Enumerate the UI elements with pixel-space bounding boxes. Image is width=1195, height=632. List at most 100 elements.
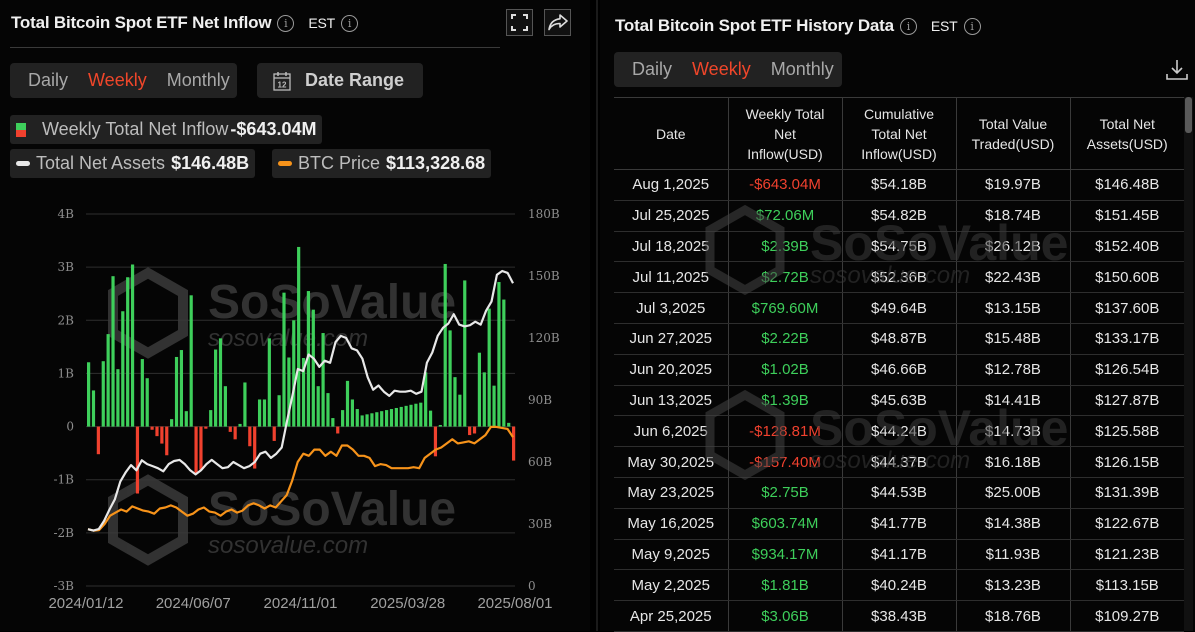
col-total-value-traded[interactable]: Total Value Traded(USD) [955, 97, 1071, 170]
info-icon[interactable]: i [899, 17, 917, 35]
panel-divider [596, 0, 598, 631]
cell-cumulative-inflow: $44.53B [841, 477, 957, 509]
col-cumulative-net-inflow[interactable]: Cumulative Total Net Inflow(USD) [841, 97, 957, 170]
cell-value-traded: $12.78B [955, 354, 1071, 386]
cell-date: Jun 20,2025 [614, 354, 729, 386]
history-title: Total Bitcoin Spot ETF History Data [615, 16, 894, 35]
cell-value-traded: $15.48B [955, 323, 1071, 355]
cell-net-assets: $113.15B [1069, 569, 1184, 602]
tab-monthly[interactable]: Monthly [166, 70, 230, 90]
cell-cumulative-inflow: $41.77B [841, 508, 957, 540]
col-date[interactable]: Date [614, 97, 729, 170]
cell-cumulative-inflow: $54.75B [841, 231, 957, 263]
cell-net-assets: $126.54B [1069, 354, 1184, 386]
cell-value-traded: $11.93B [955, 539, 1071, 571]
cell-net-assets: $133.17B [1069, 323, 1184, 355]
cell-weekly-inflow: $72.06M [727, 200, 843, 232]
table-row[interactable]: Jun 6,2025 -$128.81M $44.24B $14.73B $125.58… [614, 415, 1184, 448]
table-row[interactable]: Aug 1,2025 -$643.04M $54.18B $19.97B $146.48… [614, 169, 1184, 201]
svg-text:2024/11/01: 2024/11/01 [264, 595, 338, 612]
tab-monthly[interactable]: Monthly [770, 59, 834, 79]
svg-text:12: 12 [278, 80, 287, 89]
col-weekly-net-inflow[interactable]: Weekly Total Net Inflow(USD) [727, 97, 843, 170]
table-row[interactable]: May 9,2025 $934.17M $41.17B $11.93B $121.23B [614, 539, 1184, 571]
fullscreen-button[interactable] [506, 9, 533, 36]
cell-date: Jun 27,2025 [614, 323, 729, 355]
timezone-label: EST [308, 15, 335, 31]
timezone-info-icon[interactable]: i [963, 17, 981, 35]
cell-net-assets: $127.87B [1069, 385, 1184, 417]
inflow-swatch-icon [16, 122, 26, 137]
date-range-button[interactable]: 12 Date Range [257, 63, 423, 98]
cell-net-assets: $109.27B [1069, 600, 1184, 632]
table-row[interactable]: Jun 20,2025 $1.02B $46.66B $12.78B $126.54B [614, 354, 1184, 386]
svg-text:180B: 180B [528, 207, 560, 221]
download-button[interactable] [1165, 58, 1189, 82]
cell-date: Jul 25,2025 [614, 200, 729, 232]
table-row[interactable]: Jul 18,2025 $2.39B $54.75B $26.12B $152.40B [614, 231, 1184, 263]
tab-daily[interactable]: Daily [28, 70, 69, 90]
tab-daily[interactable]: Daily [632, 59, 673, 79]
svg-text:30B: 30B [528, 517, 552, 531]
cell-weekly-inflow: $2.39B [727, 231, 843, 263]
cell-date: Jul 3,2025 [614, 292, 729, 324]
tab-weekly[interactable]: Weekly [88, 70, 147, 90]
table-row[interactable]: May 23,2025 $2.75B $44.53B $25.00B $131.39B [614, 477, 1184, 509]
cell-weekly-inflow: $1.81B [727, 569, 843, 602]
table-scrollbar[interactable] [1184, 97, 1193, 631]
info-icon[interactable]: i [277, 14, 295, 32]
cell-value-traded: $25.00B [955, 477, 1071, 509]
cell-cumulative-inflow: $46.66B [841, 354, 957, 386]
legend-net-inflow[interactable]: Weekly Total Net Inflow -$643.04M [10, 115, 323, 144]
svg-text:2025/03/28: 2025/03/28 [370, 595, 445, 612]
timezone-info-icon[interactable]: i [340, 14, 358, 32]
cell-cumulative-inflow: $48.87B [841, 323, 957, 355]
scrollbar-thumb[interactable] [1185, 97, 1192, 133]
svg-text:-2B: -2B [53, 526, 74, 540]
cell-cumulative-inflow: $41.17B [841, 539, 957, 571]
legend-btc-value: $113,328.68 [386, 153, 486, 173]
download-icon [1166, 60, 1188, 80]
assets-swatch-icon [16, 161, 30, 166]
legend-total-net-assets[interactable]: Total Net Assets $146.48B [10, 149, 256, 178]
table-row[interactable]: Jun 13,2025 $1.39B $45.63B $14.41B $127.87B [614, 385, 1184, 417]
table-row[interactable]: Apr 25,2025 $3.06B $38.43B $18.76B $109.27B [614, 600, 1184, 632]
cell-value-traded: $14.41B [955, 385, 1071, 417]
cell-net-assets: $126.15B [1069, 446, 1184, 478]
table-header-row: Date Weekly Total Net Inflow(USD) Cumulati… [614, 97, 1184, 170]
cell-weekly-inflow: -$643.04M [727, 169, 843, 201]
table-row[interactable]: May 2,2025 $1.81B $40.24B $13.23B $113.15B [614, 569, 1184, 602]
cell-cumulative-inflow: $52.36B [841, 261, 957, 294]
table-row[interactable]: Jul 25,2025 $72.06M $54.82B $18.74B $151.45B [614, 200, 1184, 232]
cell-date: Aug 1,2025 [614, 169, 729, 201]
cell-date: May 16,2025 [614, 508, 729, 540]
cell-net-assets: $125.58B [1069, 415, 1184, 448]
svg-text:sosovalue.com: sosovalue.com [208, 325, 368, 352]
col-total-net-assets[interactable]: Total Net Assets(USD) [1069, 97, 1184, 170]
calendar-icon: 12 [273, 71, 291, 91]
table-row[interactable]: Jul 3,2025 $769.60M $49.64B $13.15B $137.60B [614, 292, 1184, 324]
tab-weekly[interactable]: Weekly [692, 59, 751, 79]
cell-value-traded: $13.23B [955, 569, 1071, 602]
cell-cumulative-inflow: $54.82B [841, 200, 957, 232]
chart-period-tabs: Daily Weekly Monthly [10, 63, 237, 98]
cell-value-traded: $18.76B [955, 600, 1071, 632]
table-row[interactable]: Jun 27,2025 $2.22B $48.87B $15.48B $133.17B [614, 323, 1184, 355]
table-row[interactable]: May 30,2025 -$157.40M $44.37B $16.18B $126.1… [614, 446, 1184, 478]
cell-weekly-inflow: $2.22B [727, 323, 843, 355]
table-row[interactable]: May 16,2025 $603.74M $41.77B $14.38B $122.67… [614, 508, 1184, 540]
svg-text:1B: 1B [58, 366, 75, 380]
svg-text:60B: 60B [528, 455, 552, 469]
share-button[interactable] [544, 9, 571, 36]
legend-btc-price[interactable]: BTC Price $113,328.68 [272, 149, 492, 178]
cell-weekly-inflow: $2.75B [727, 477, 843, 509]
cell-net-assets: $131.39B [1069, 477, 1184, 509]
svg-text:3B: 3B [58, 260, 75, 274]
legend-inflow-value: -$643.04M [230, 119, 317, 139]
cell-net-assets: $150.60B [1069, 261, 1184, 294]
svg-text:150B: 150B [528, 269, 560, 283]
net-inflow-chart[interactable]: 4B 3B 2B 1B 0 -1B -2B -3B 180B 150B 120B 90B 60B 30B 0… [0, 195, 590, 615]
cell-date: Jun 13,2025 [614, 385, 729, 417]
table-row[interactable]: Jul 11,2025 $2.72B $52.36B $22.43B $150.60B [614, 261, 1184, 294]
svg-text:-3B: -3B [53, 579, 74, 593]
